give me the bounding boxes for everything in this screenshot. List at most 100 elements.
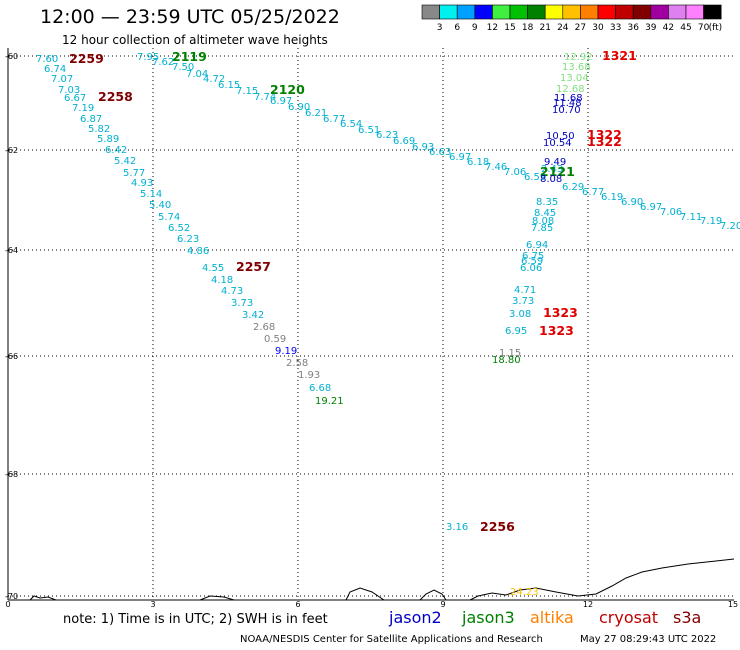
credit-text: NOAA/NESDIS Center for Satellite Applica… bbox=[240, 634, 543, 645]
pass-time-label: 1323 bbox=[539, 323, 574, 338]
wave-height-label: 6.29 bbox=[562, 182, 584, 193]
x-tick-label: 9 bbox=[440, 600, 445, 608]
wave-height-label: 2.68 bbox=[253, 322, 275, 333]
wave-height-label: 19.21 bbox=[315, 396, 344, 407]
satellite-legend-s3a: s3a bbox=[673, 608, 702, 627]
pass-time-label: 2257 bbox=[236, 259, 271, 274]
wave-height-label: 8.35 bbox=[536, 197, 558, 208]
colorbar-tick-label: 3 bbox=[437, 23, 443, 33]
wave-height-label: 4.55 bbox=[202, 263, 224, 274]
wave-height-label: 2.43 bbox=[541, 164, 563, 175]
wave-height-label: 6.54 bbox=[340, 119, 362, 130]
wave-height-label: 7.11 bbox=[680, 212, 702, 223]
wave-height-label: 6.97 bbox=[640, 202, 662, 213]
colorbar-tick-label: 12 bbox=[487, 23, 498, 33]
wave-height-label: 3.42 bbox=[242, 310, 264, 321]
wave-height-label: 4.93 bbox=[131, 178, 153, 189]
wave-height-label: 6.23 bbox=[177, 234, 199, 245]
wave-height-label: 4.86 bbox=[187, 246, 209, 257]
wave-height-label: 6.77 bbox=[582, 187, 604, 198]
wave-height-label: 9.49 bbox=[544, 157, 566, 168]
pass-time-label: 1322 bbox=[587, 134, 622, 149]
wave-height-label: 6.77 bbox=[323, 114, 345, 125]
coastline bbox=[29, 558, 735, 601]
satellite-legend-jason2: jason2 bbox=[389, 608, 442, 627]
wave-height-label: 7.95 bbox=[137, 52, 159, 63]
wave-height-label: 7.06 bbox=[504, 167, 526, 178]
colorbar-tick-label: 6 bbox=[454, 23, 460, 33]
wave-height-label: 6.95 bbox=[505, 326, 527, 337]
wave-height-label: 5.40 bbox=[149, 200, 171, 211]
wave-height-label: 4.72 bbox=[203, 74, 225, 85]
colorbar-tick-label: 70 bbox=[698, 23, 710, 33]
colorbar-tick-label: 27 bbox=[575, 23, 586, 33]
pass-time-label: 2120 bbox=[270, 82, 305, 97]
wave-height-label: 6.59 bbox=[521, 256, 543, 267]
colorbar-tick-label: 39 bbox=[645, 23, 657, 33]
y-tick-label: -68 bbox=[5, 470, 18, 479]
satellite-legend-jason3: jason3 bbox=[462, 608, 515, 627]
wave-height-label: 6.93 bbox=[412, 142, 434, 153]
wave-height-label: 7.15 bbox=[236, 86, 258, 97]
y-tick-label: -62 bbox=[5, 146, 18, 155]
colorbar-tick-label: 45 bbox=[680, 23, 691, 33]
wave-height-label: 6.23 bbox=[376, 130, 398, 141]
altimeter-map: -60-62-64-66-68-700 3 6 9 12 157.606.747.077.… bbox=[5, 48, 740, 608]
wave-height-label: 10.50 bbox=[546, 131, 575, 142]
x-tick-label: 12 bbox=[583, 600, 593, 608]
pass-time-label: 2258 bbox=[98, 89, 133, 104]
wave-height-label: 1.93 bbox=[298, 370, 320, 381]
wave-height-label: 4.71 bbox=[514, 285, 536, 296]
wave-height-label: 11.48 bbox=[553, 98, 582, 109]
wave-height-label: 3.08 bbox=[509, 309, 531, 320]
satellite-legend-cryosat: cryosat bbox=[599, 608, 659, 627]
wave-height-label: 9.19 bbox=[275, 346, 297, 357]
colorbar-tick-label: 15 bbox=[504, 23, 515, 33]
x-tick-label: 6 bbox=[295, 600, 300, 608]
pass-time-label: 2119 bbox=[172, 49, 207, 64]
pass-time-label: 1322 bbox=[587, 127, 622, 142]
colorbar-tick-label: 24 bbox=[557, 23, 569, 33]
wave-height-label: 6.59 bbox=[524, 172, 546, 183]
colorbar-tick-label: 33 bbox=[610, 23, 621, 33]
wave-height-label: 7.06 bbox=[660, 207, 682, 218]
wave-height-label: 0.59 bbox=[264, 334, 286, 345]
wave-height-label: 6.87 bbox=[80, 114, 102, 125]
wave-height-label: 6.21 bbox=[305, 108, 327, 119]
wave-height-label: 6.90 bbox=[288, 102, 310, 113]
wave-height-label: 3.73 bbox=[231, 298, 253, 309]
wave-height-label: 6.15 bbox=[218, 80, 240, 91]
footnote: note: 1) Time is in UTC; 2) SWH is in fe… bbox=[63, 612, 328, 627]
color-scale-legend: 3 6 9 12 15 18 21 24 27 30 33 36 39 42 45 70 (ft) bbox=[421, 4, 723, 33]
wave-height-label: 7.46 bbox=[485, 162, 507, 173]
wave-height-label: 7.04 bbox=[186, 69, 208, 80]
pass-time-label: 1323 bbox=[543, 305, 578, 320]
colorbar-tick-label: 21 bbox=[539, 23, 550, 33]
chart-subtitle: 12 hour collection of altimeter wave hei… bbox=[62, 33, 328, 47]
wave-height-label: 7.60 bbox=[36, 54, 58, 65]
x-tick-label: 0 bbox=[5, 600, 10, 608]
colorbar-tick-label: 18 bbox=[522, 23, 534, 33]
wave-height-label: 6.75 bbox=[522, 251, 544, 262]
y-tick-label: -64 bbox=[5, 246, 18, 255]
wave-height-label: 11.68 bbox=[554, 93, 583, 104]
wave-height-label: 7.03 bbox=[58, 85, 80, 96]
wave-height-label: 5.89 bbox=[97, 134, 119, 145]
wave-height-label: 6.19 bbox=[601, 192, 623, 203]
pass-time-label: 2259 bbox=[69, 51, 104, 66]
wave-height-label: 7.74 bbox=[254, 92, 276, 103]
wave-height-label: 13.68 bbox=[562, 62, 591, 73]
wave-height-label: 13.04 bbox=[560, 73, 589, 84]
wave-height-label: 7.07 bbox=[51, 74, 73, 85]
wave-height-label: 6.97 bbox=[449, 152, 471, 163]
wave-height-label: 6.51 bbox=[358, 125, 380, 136]
colorbar-tick-label: 42 bbox=[663, 23, 674, 33]
wave-height-label: 8.08 bbox=[532, 216, 554, 227]
wave-height-label: 10.70 bbox=[552, 105, 581, 116]
wave-height-label: 6.42 bbox=[105, 145, 127, 156]
pass-time-label: 1321 bbox=[602, 48, 637, 63]
satellite-legend-altika: altika bbox=[530, 608, 574, 627]
colorbar-unit: (ft) bbox=[709, 23, 723, 33]
wave-height-label: 7.19 bbox=[700, 216, 722, 227]
wave-height-label: 6.52 bbox=[168, 223, 190, 234]
